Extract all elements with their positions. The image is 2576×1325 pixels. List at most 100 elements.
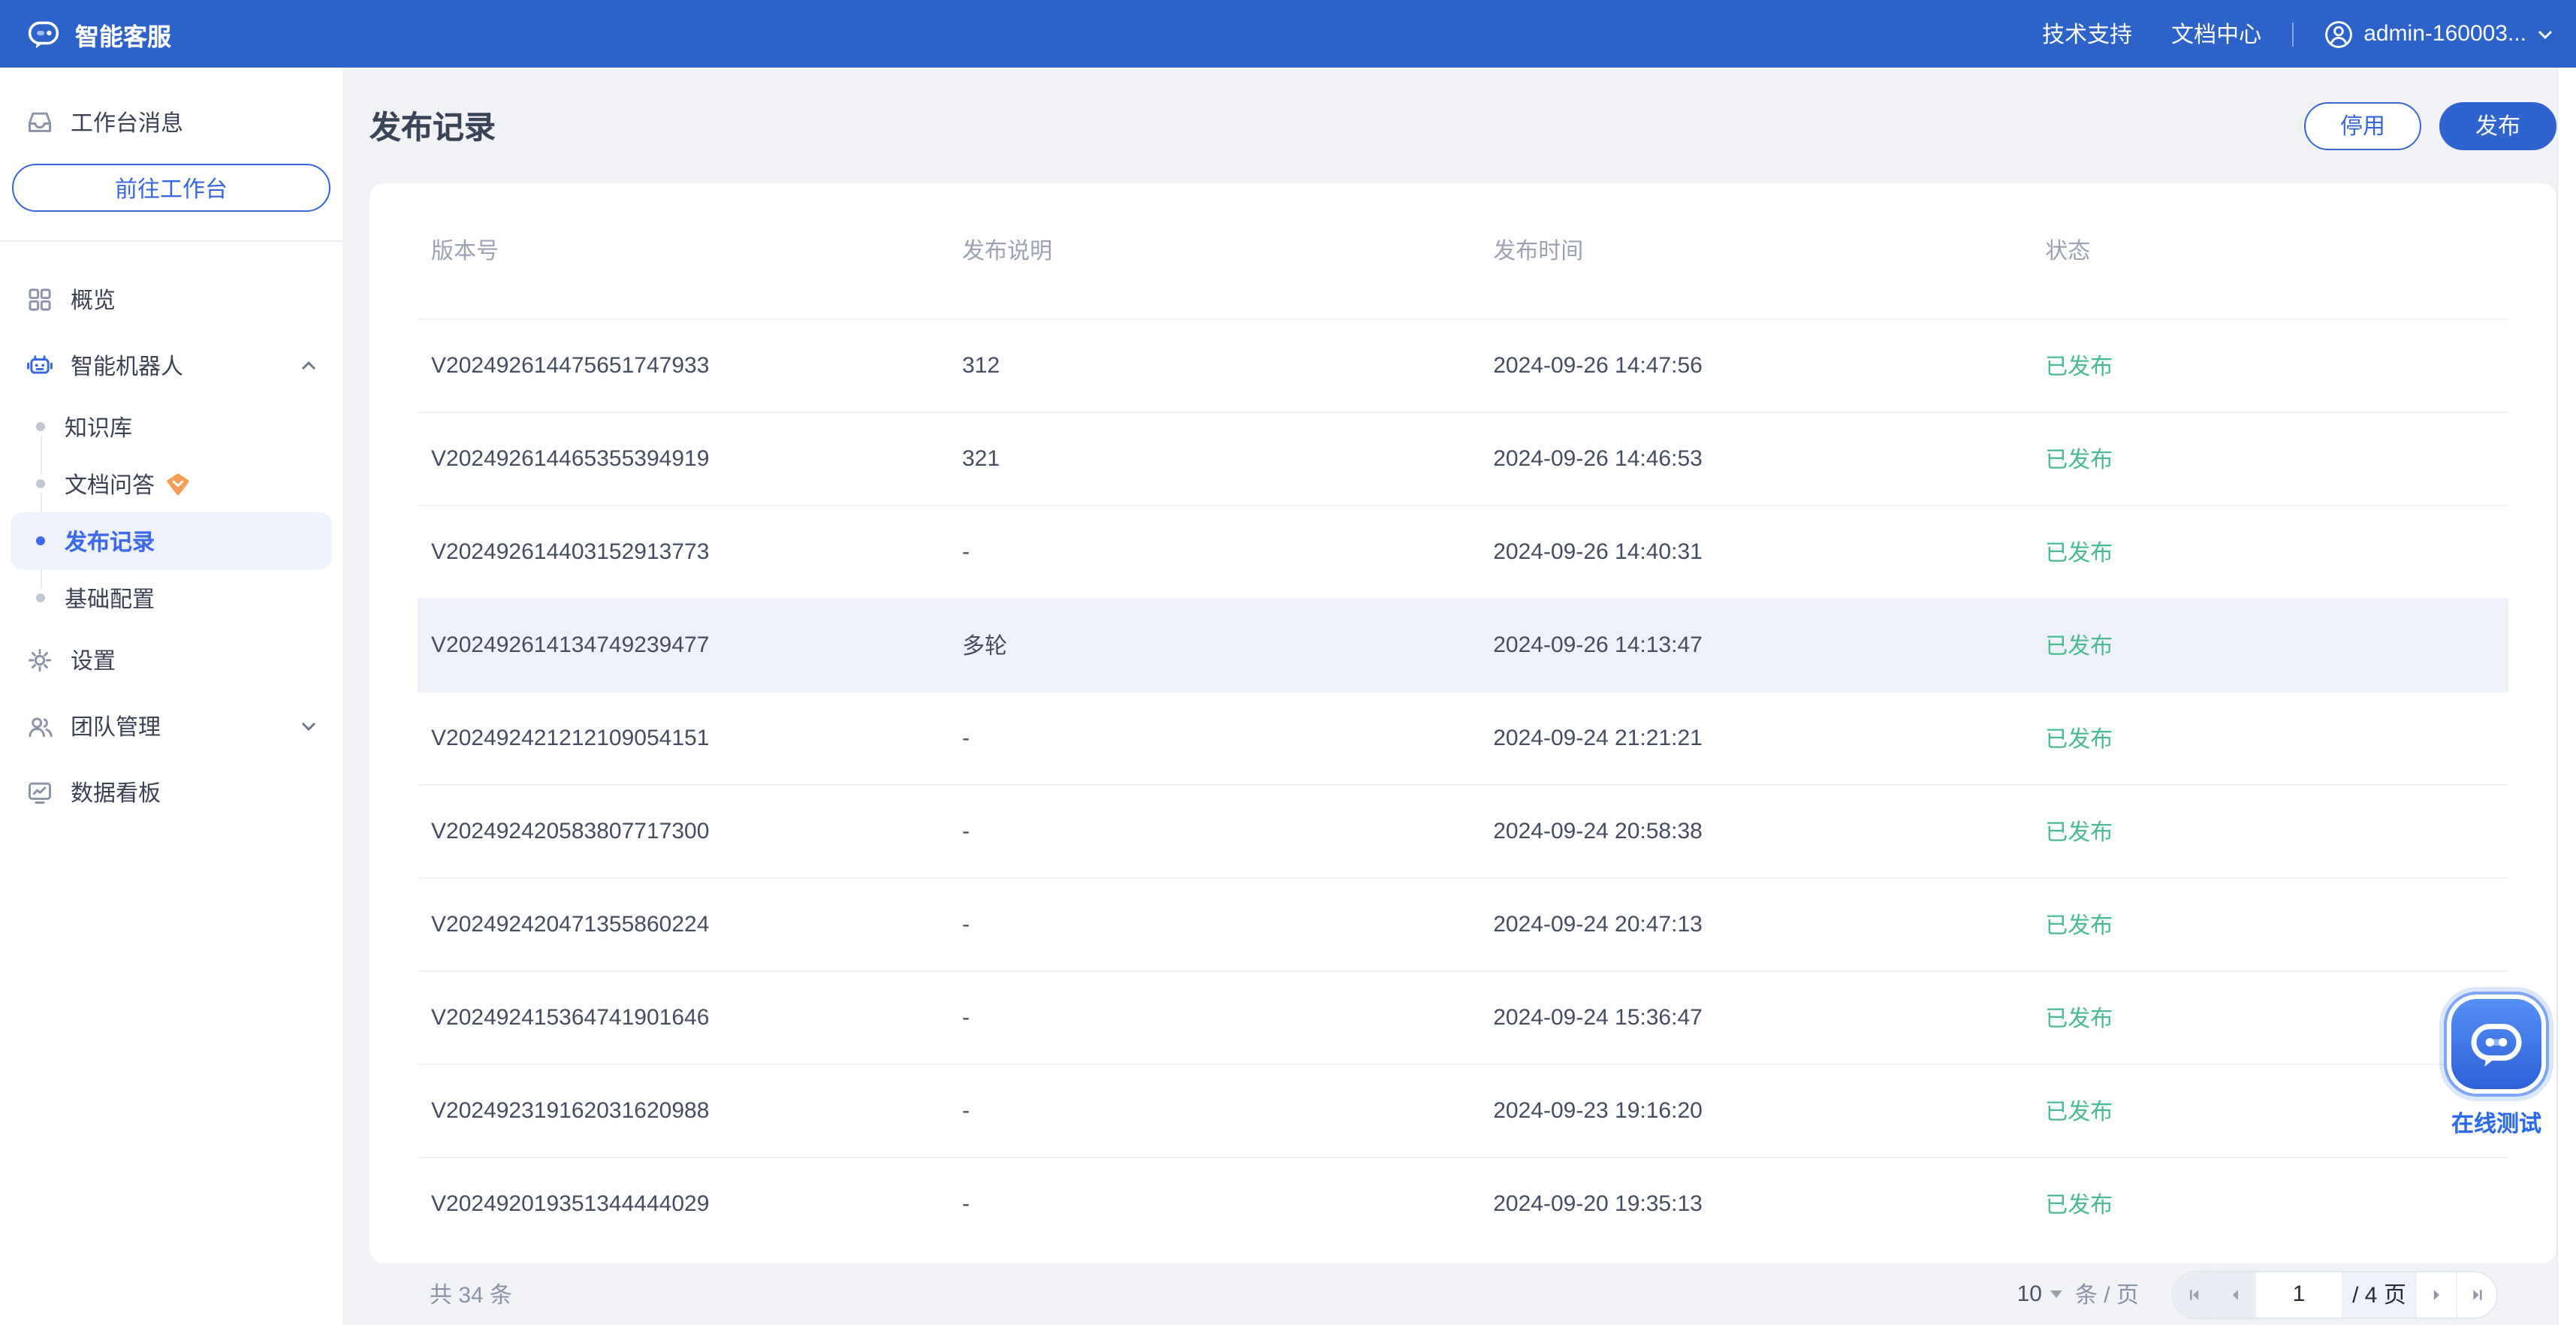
first-page-button[interactable] bbox=[2173, 1272, 2214, 1317]
table-row[interactable]: V202492415364741901646 - 2024-09-24 15:3… bbox=[418, 970, 2508, 1064]
sidebar-item-label: 概览 bbox=[71, 288, 116, 313]
chat-bubble-robot-icon bbox=[26, 16, 62, 52]
robot-icon bbox=[26, 351, 54, 379]
support-link[interactable]: 技术支持 bbox=[2042, 23, 2133, 48]
bullet-icon bbox=[36, 593, 45, 602]
note-cell: 321 bbox=[949, 412, 1480, 506]
version-cell: V202492614475651747933 bbox=[418, 318, 949, 412]
column-header-time: 发布时间 bbox=[1480, 183, 2032, 319]
version-cell: V202492421212109054151 bbox=[418, 691, 949, 785]
table-row[interactable]: V202492614403152913773 - 2024-09-26 14:4… bbox=[418, 505, 2508, 599]
sidebar-item-team[interactable]: 团队管理 bbox=[0, 693, 342, 759]
table-row[interactable]: V202492614134749239477 多轮 2024-09-26 14:… bbox=[418, 598, 2508, 692]
status-badge: 已发布 bbox=[2032, 598, 2508, 692]
release-records-card: 版本号 发布说明 发布时间 状态 V202492614475651747933 … bbox=[370, 183, 2556, 1263]
go-workbench-button[interactable]: 前往工作台 bbox=[12, 164, 330, 212]
column-header-version: 版本号 bbox=[418, 183, 949, 319]
status-badge: 已发布 bbox=[2032, 412, 2508, 506]
per-page-label: 条 / 页 bbox=[2074, 1283, 2139, 1308]
publish-button[interactable]: 发布 bbox=[2439, 101, 2556, 149]
table-row[interactable]: V202492420583807717300 - 2024-09-24 20:5… bbox=[418, 784, 2508, 878]
last-page-icon bbox=[2473, 1289, 2482, 1299]
account-name: admin-160003... bbox=[2363, 21, 2526, 47]
note-cell: - bbox=[949, 970, 1480, 1064]
page-input[interactable]: 1 bbox=[2255, 1272, 2342, 1317]
sidebar-item-basic-config[interactable]: 基础配置 bbox=[11, 569, 332, 626]
last-page-button[interactable] bbox=[2456, 1272, 2496, 1317]
version-cell: V202492415364741901646 bbox=[418, 970, 949, 1064]
time-cell: 2024-09-26 14:13:47 bbox=[1480, 598, 2032, 692]
topbar-right: 技术支持 文档中心 admin-160003... bbox=[2003, 18, 2553, 50]
sidebar-item-label: 工作台消息 bbox=[71, 110, 184, 136]
sidebar-divider bbox=[0, 240, 342, 242]
version-cell: V202492420471355860224 bbox=[418, 877, 949, 971]
sidebar-item-knowledge[interactable]: 知识库 bbox=[11, 398, 332, 455]
status-badge: 已发布 bbox=[2032, 318, 2508, 412]
next-page-icon bbox=[2433, 1289, 2439, 1299]
table-row[interactable]: V202492614475651747933 312 2024-09-26 14… bbox=[418, 318, 2508, 412]
first-page-icon bbox=[2189, 1289, 2198, 1299]
note-cell: - bbox=[949, 505, 1480, 599]
table-body: V202492614475651747933 312 2024-09-26 14… bbox=[418, 318, 2508, 1250]
pagination-bar: 共 34 条 10 条 / 页 1 bbox=[342, 1263, 2576, 1325]
time-cell: 2024-09-24 20:47:13 bbox=[1480, 877, 2032, 971]
column-header-note: 发布说明 bbox=[949, 183, 1480, 319]
bullet-icon bbox=[36, 479, 45, 488]
team-icon bbox=[26, 711, 54, 740]
brand-title: 智能客服 bbox=[75, 25, 172, 50]
sidebar-item-release-records[interactable]: 发布记录 bbox=[11, 512, 332, 569]
note-cell: 多轮 bbox=[949, 598, 1480, 692]
time-cell: 2024-09-24 21:21:21 bbox=[1480, 691, 2032, 785]
table-row[interactable]: V202492614465355394919 321 2024-09-26 14… bbox=[418, 412, 2508, 506]
time-cell: 2024-09-24 20:58:38 bbox=[1480, 784, 2032, 878]
brand-logo[interactable]: 智能客服 bbox=[26, 16, 171, 52]
table-row[interactable]: V202492019351344444029 - 2024-09-20 19:3… bbox=[418, 1157, 2508, 1250]
release-table: 版本号 发布说明 发布时间 状态 V202492614475651747933 … bbox=[418, 183, 2508, 1250]
sidebar-item-doc-qa[interactable]: 文档问答 bbox=[11, 455, 332, 512]
version-cell: V202492614134749239477 bbox=[418, 598, 949, 692]
right-edge-panel bbox=[2556, 68, 2576, 1325]
table-row[interactable]: V202492420471355860224 - 2024-09-24 20:4… bbox=[418, 877, 2508, 971]
gear-icon bbox=[26, 645, 54, 674]
total-count-label: 共 34 条 bbox=[430, 1283, 513, 1308]
time-cell: 2024-09-26 14:47:56 bbox=[1480, 318, 2032, 412]
sidebar-item-robot[interactable]: 智能机器人 bbox=[0, 332, 342, 398]
status-badge: 已发布 bbox=[2032, 691, 2508, 785]
layout: 工作台消息 前往工作台 概览 bbox=[0, 68, 2576, 1325]
sidebar-item-label: 智能机器人 bbox=[71, 354, 184, 379]
sidebar-item-label: 知识库 bbox=[65, 415, 133, 441]
table-row[interactable]: V202492319162031620988 - 2024-09-23 19:1… bbox=[418, 1064, 2508, 1157]
status-badge: 已发布 bbox=[2032, 970, 2508, 1064]
time-cell: 2024-09-26 14:46:53 bbox=[1480, 412, 2032, 506]
online-test-widget[interactable]: 在线测试 bbox=[2445, 999, 2547, 1139]
sidebar-menu: 概览 智能机器人 bbox=[0, 242, 342, 825]
time-cell: 2024-09-26 14:40:31 bbox=[1480, 505, 2032, 599]
account-menu[interactable]: admin-160003... bbox=[2323, 19, 2553, 49]
time-cell: 2024-09-24 15:36:47 bbox=[1480, 970, 2032, 1064]
sidebar-item-dashboard[interactable]: 数据看板 bbox=[0, 759, 342, 825]
caret-down-icon bbox=[2050, 1290, 2063, 1298]
total-pages-label: / 4 页 bbox=[2342, 1272, 2415, 1317]
version-cell: V202492420583807717300 bbox=[418, 784, 949, 878]
time-cell: 2024-09-20 19:35:13 bbox=[1493, 1191, 1703, 1217]
sidebar-item-label: 设置 bbox=[71, 648, 116, 674]
column-header-status: 状态 bbox=[2032, 183, 2508, 319]
chevron-up-icon bbox=[302, 361, 315, 369]
sidebar-item-overview[interactable]: 概览 bbox=[0, 266, 342, 332]
sidebar-item-label: 文档问答 bbox=[65, 472, 155, 498]
prev-page-icon bbox=[2232, 1289, 2238, 1299]
sidebar-item-workbench-messages[interactable]: 工作台消息 bbox=[0, 92, 342, 152]
time-cell: 2024-09-23 19:16:20 bbox=[1480, 1064, 2032, 1157]
table-row[interactable]: V202492421212109054151 - 2024-09-24 21:2… bbox=[418, 691, 2508, 785]
vip-diamond-icon bbox=[165, 472, 191, 495]
next-page-button[interactable] bbox=[2415, 1272, 2456, 1317]
sidebar-item-label: 数据看板 bbox=[71, 780, 161, 806]
prev-page-button[interactable] bbox=[2214, 1272, 2255, 1317]
docs-link[interactable]: 文档中心 bbox=[2171, 23, 2262, 48]
monitor-chart-icon bbox=[26, 777, 54, 806]
disable-button[interactable]: 停用 bbox=[2303, 101, 2421, 149]
page-size-select[interactable]: 10 bbox=[2017, 1281, 2063, 1307]
sidebar: 工作台消息 前往工作台 概览 bbox=[0, 68, 342, 1325]
sidebar-item-settings[interactable]: 设置 bbox=[0, 626, 342, 693]
